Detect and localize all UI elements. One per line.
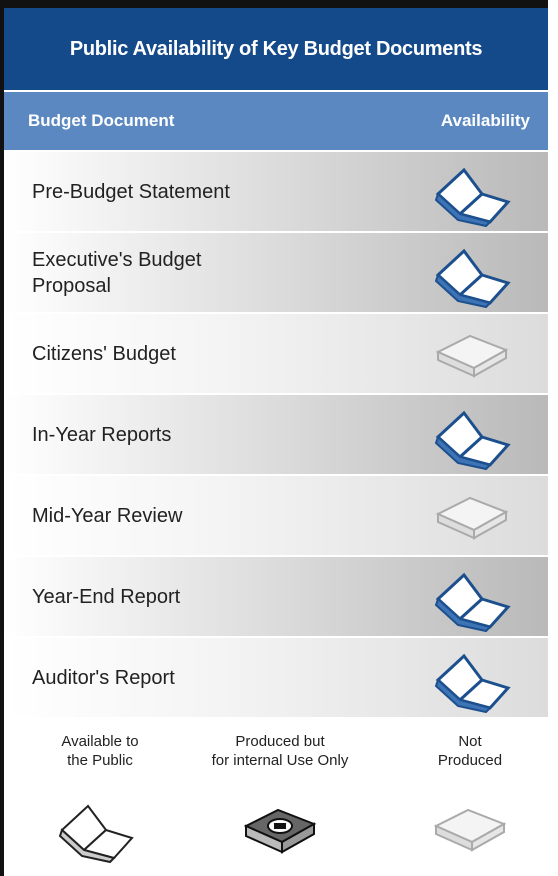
border [0, 0, 548, 8]
text-line: In-Year Reports [32, 423, 172, 446]
text-line: Produced [437, 752, 503, 769]
text-line: Produced but [235, 733, 325, 750]
text-line: Mid-Year Review [32, 504, 183, 527]
text-line: Pre-Budget Statement [32, 180, 230, 203]
table-row: Executive's Budget Proposal [4, 233, 548, 314]
document-name: In-Year Reports [32, 422, 171, 448]
text-line: the Public [67, 752, 133, 769]
document-name: Auditor's Report [32, 665, 175, 691]
available-icon [434, 168, 510, 228]
table-row: In-Year Reports [4, 395, 548, 476]
table-row: Auditor's Report [4, 638, 548, 719]
text-line: Auditor's Report [32, 666, 175, 689]
text-line: Not [458, 733, 482, 750]
available-icon [434, 249, 510, 309]
table-row: Mid-Year Review [4, 476, 548, 557]
table-row: Citizens' Budget [4, 314, 548, 395]
text-line: Citizens' Budget [32, 342, 176, 365]
text-line: Executive's Budget [32, 248, 202, 271]
available-icon [434, 654, 510, 714]
legend-label: Produced but for internal Use Only [180, 732, 380, 770]
document-name: Pre-Budget Statement [32, 179, 230, 205]
available-icon [434, 411, 510, 471]
text-line: Proposal [32, 274, 111, 297]
header-row: Budget Document Availability [4, 92, 548, 150]
legend-icon [435, 809, 505, 851]
title: Public Availability of Key Budget Docume… [4, 8, 548, 90]
not-produced-icon [437, 335, 507, 377]
legend-icon [245, 809, 315, 853]
document-name: Year-End Report [32, 584, 180, 610]
border [0, 0, 4, 876]
not-produced-icon [437, 497, 507, 539]
available-icon [434, 573, 510, 633]
column-header: Budget Document [28, 111, 175, 130]
text-line: Year-End Report [32, 585, 181, 608]
document-name: Executive's Budget Proposal [32, 247, 201, 299]
text-line: for internal Use Only [211, 752, 349, 769]
document-name: Citizens' Budget [32, 341, 176, 367]
document-name: Mid-Year Review [32, 503, 182, 529]
table-row: Pre-Budget Statement [4, 152, 548, 233]
text-line: Available to [61, 733, 139, 750]
legend-label: Not Produced [410, 732, 530, 770]
legend-icon [59, 805, 133, 863]
column-header: Availability [440, 111, 530, 130]
legend-label: Available to the Public [30, 732, 170, 770]
table-row: Year-End Report [4, 557, 548, 638]
